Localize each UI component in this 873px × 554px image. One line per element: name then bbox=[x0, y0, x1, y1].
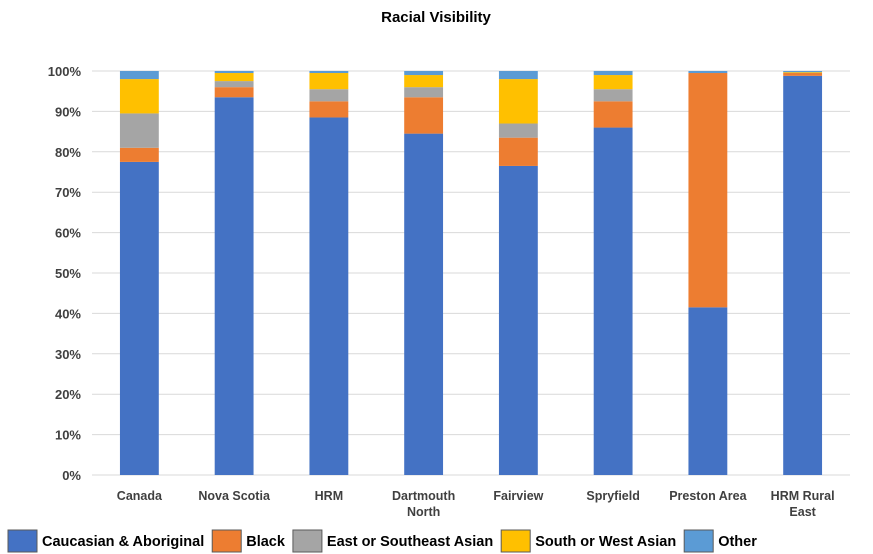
legend-swatch bbox=[500, 529, 531, 553]
x-tick-label: Spryfield bbox=[586, 489, 640, 503]
bar-segment bbox=[309, 73, 349, 90]
bar-segment bbox=[119, 79, 159, 114]
x-tick-label: HRM bbox=[315, 489, 343, 503]
bar-segment bbox=[119, 161, 159, 475]
y-tick-label: 80% bbox=[55, 145, 81, 160]
y-tick-label: 0% bbox=[62, 468, 81, 483]
bars bbox=[119, 71, 823, 476]
bar-segment bbox=[309, 101, 349, 118]
bar-segment bbox=[404, 97, 444, 134]
legend-label: South or West Asian bbox=[535, 534, 676, 550]
y-tick-label: 90% bbox=[55, 104, 81, 119]
bar-segment bbox=[688, 307, 728, 475]
bar-segment bbox=[309, 71, 349, 74]
legend-swatch bbox=[683, 529, 714, 553]
y-tick-label: 70% bbox=[55, 185, 81, 200]
x-tick-label: Dartmouth bbox=[392, 489, 455, 503]
bar-segment bbox=[404, 75, 444, 88]
x-axis-tick-labels: Canada Nova Scotia HRM Dartmouth North Fairvi… bbox=[117, 489, 835, 519]
x-tick-label: Preston Area bbox=[669, 489, 747, 503]
legend-label: East or Southeast Asian bbox=[327, 534, 493, 550]
bar-segment bbox=[214, 97, 254, 475]
bar-segment bbox=[309, 89, 349, 102]
bar-segment bbox=[498, 79, 538, 124]
bar-segment bbox=[404, 133, 444, 475]
y-tick-label: 50% bbox=[55, 266, 81, 281]
legend-label: Black bbox=[246, 534, 286, 550]
bar-segment bbox=[214, 71, 254, 74]
legend-label: Other bbox=[718, 534, 757, 550]
bar-segment bbox=[214, 73, 254, 82]
bar-segment bbox=[783, 71, 823, 73]
bar-segment bbox=[688, 73, 728, 308]
legend-label: Caucasian & Aboriginal bbox=[42, 534, 204, 550]
x-tick-label: Canada bbox=[117, 489, 163, 503]
bar-segment bbox=[214, 81, 254, 88]
x-tick-label: Nova Scotia bbox=[198, 489, 271, 503]
bar-segment bbox=[214, 87, 254, 98]
bar-segment bbox=[593, 71, 633, 76]
y-tick-label: 100% bbox=[48, 64, 82, 79]
bar-segment bbox=[593, 75, 633, 90]
y-axis-tick-labels: 0% 10% 20% 30% 40% 50% 60% 70% 80% 90% 100% bbox=[48, 64, 82, 483]
bar-segment bbox=[783, 75, 823, 476]
bar-segment bbox=[404, 71, 444, 76]
y-tick-label: 40% bbox=[55, 306, 81, 321]
bar-segment bbox=[593, 89, 633, 102]
legend: Caucasian & Aboriginal Black East or South… bbox=[7, 529, 757, 553]
bar-segment bbox=[119, 71, 159, 80]
x-tick-label: Fairview bbox=[493, 489, 543, 503]
bar-segment bbox=[783, 73, 823, 76]
bar-segment bbox=[119, 147, 159, 162]
bar-segment bbox=[119, 113, 159, 148]
x-tick-label: HRM Rural bbox=[771, 489, 835, 503]
chart-title: Racial Visibility bbox=[381, 9, 491, 26]
y-tick-label: 10% bbox=[55, 428, 81, 443]
bar-segment bbox=[404, 87, 444, 98]
bar-segment bbox=[783, 72, 823, 74]
legend-swatch bbox=[292, 529, 323, 553]
bar-segment bbox=[593, 101, 633, 128]
bar-segment bbox=[498, 165, 538, 475]
x-tick-label: North bbox=[407, 505, 440, 519]
bar-segment bbox=[593, 127, 633, 475]
legend-swatch bbox=[211, 529, 242, 553]
y-tick-label: 30% bbox=[55, 347, 81, 362]
bar-segment bbox=[309, 117, 349, 476]
y-tick-label: 60% bbox=[55, 226, 81, 241]
legend-swatch bbox=[7, 529, 38, 553]
x-tick-label: East bbox=[789, 505, 816, 519]
bar-segment bbox=[498, 71, 538, 80]
bar-segment bbox=[498, 137, 538, 166]
y-tick-label: 20% bbox=[55, 387, 81, 402]
bar-segment bbox=[498, 123, 538, 138]
bar-segment bbox=[688, 71, 728, 74]
gridlines bbox=[92, 70, 850, 476]
